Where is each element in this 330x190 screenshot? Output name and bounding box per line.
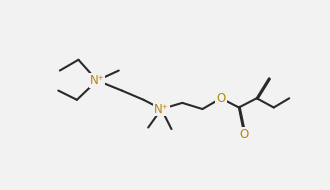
Text: N⁺: N⁺ [154, 103, 169, 116]
Text: N⁺: N⁺ [90, 74, 105, 87]
Text: O: O [240, 128, 249, 141]
Text: O: O [216, 92, 226, 105]
